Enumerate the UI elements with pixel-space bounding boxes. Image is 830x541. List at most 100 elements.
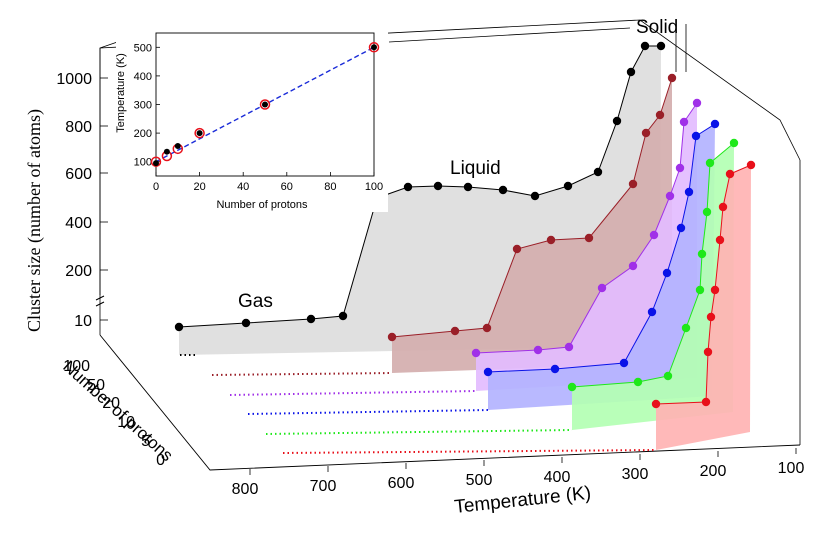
z-tick-label-0: 0	[156, 452, 165, 469]
series-point-50-4	[546, 235, 556, 245]
series-point-10-7	[691, 131, 701, 141]
series-point-100-7	[463, 182, 473, 192]
inset-y-tick-label-200: 200	[134, 128, 152, 140]
series-point-100-0	[174, 322, 184, 332]
series-point-20-3	[597, 283, 607, 293]
series-point-100-6	[433, 181, 443, 191]
series-floor-dotted-20	[229, 390, 477, 396]
inset-x-tick-label-20: 20	[193, 181, 205, 193]
series-floor-dotted-5	[265, 429, 573, 435]
inset-filled-point-2	[174, 142, 181, 149]
series-point-5-8	[729, 138, 739, 148]
series-point-100-2	[306, 314, 316, 324]
series-point-10-0	[483, 367, 493, 377]
series-point-50-8	[655, 110, 665, 120]
series-floor-dotted-50	[211, 372, 393, 376]
series-point-0-1	[701, 397, 711, 407]
series-fill-10	[488, 124, 715, 410]
series-point-100-11	[593, 167, 603, 177]
series-point-20-7	[675, 163, 685, 173]
series-point-0-8	[746, 160, 756, 170]
series-point-20-1	[533, 345, 543, 355]
z-axis-title: Number of protons	[59, 357, 176, 465]
inset-x-tick-label-80: 80	[324, 181, 336, 193]
inset-filled-point-3	[196, 130, 203, 137]
series-point-5-7	[705, 158, 715, 168]
series-point-5-5	[697, 249, 707, 259]
series-point-5-6	[702, 207, 712, 217]
inset-y-tick-label-300: 300	[134, 100, 152, 112]
series-point-10-2	[619, 358, 629, 368]
series-point-0-0	[651, 399, 661, 409]
series-point-50-7	[641, 128, 651, 138]
inset-open-point-4	[259, 99, 271, 110]
inset-x-tick-label-100: 100	[365, 181, 383, 193]
series-line-20	[475, 102, 698, 354]
series-fill-20	[476, 103, 697, 391]
x-tick-label-600: 600	[388, 475, 415, 492]
series-point-50-0	[387, 332, 397, 342]
inset-plot: 0 20 40 60 80 100 100 200 300 400 500	[116, 27, 388, 212]
y-tick-label-200: 200	[65, 263, 92, 280]
series-fill-5	[572, 143, 734, 430]
inset-filled-point-5	[371, 44, 377, 51]
inset-x-tick-label-60: 60	[281, 181, 293, 193]
series-point-20-5	[649, 230, 659, 240]
series-point-100-1	[241, 318, 251, 328]
y-tick-label-600: 600	[65, 166, 92, 183]
series-point-100-14	[640, 41, 650, 51]
inset-y-axis-title: Temperature (K)	[115, 53, 127, 132]
series-point-0-7	[725, 169, 735, 179]
x-tick-label-500: 500	[466, 472, 493, 489]
series-point-20-4	[628, 261, 638, 271]
phase-label-gas: Gas	[238, 291, 273, 312]
x-tick-label-200: 200	[700, 463, 727, 480]
series-point-100-15	[656, 41, 666, 51]
series-point-10-6	[684, 187, 694, 197]
x-tick-label-700: 700	[310, 478, 337, 495]
axis-break-mark	[95, 295, 105, 307]
main-3d-plot	[174, 24, 756, 454]
solid-leader-left	[388, 27, 631, 43]
series-line-50	[391, 77, 673, 338]
inset-y-tick-label-400: 400	[134, 71, 152, 83]
series-floor-dotted-0	[282, 449, 657, 454]
x-tick-label-400: 400	[544, 469, 571, 486]
series-point-10-4	[662, 268, 672, 278]
inset-y-tick-label-100: 100	[134, 157, 152, 169]
inset-x-axis-title: Number of protons	[216, 199, 308, 211]
y-tick-label-800: 800	[65, 119, 92, 136]
series-point-50-6	[628, 179, 638, 189]
inset-filled-point-1	[163, 148, 170, 155]
series-point-5-2	[663, 371, 673, 381]
z-tick-label-50: 50	[87, 377, 105, 394]
series-point-20-9	[692, 98, 702, 108]
phase-label-solid: Solid	[636, 17, 678, 38]
series-point-5-1	[633, 377, 643, 387]
series-point-20-8	[679, 117, 689, 127]
inset-filled-point-0	[153, 160, 159, 167]
y-tick-label-10: 10	[74, 313, 92, 330]
series-point-20-2	[564, 342, 574, 352]
inset-filled-point-4	[262, 101, 268, 108]
y-tick-label-1000: 1000	[56, 71, 92, 88]
x-tick-label-800: 800	[232, 481, 259, 498]
series-point-5-0	[567, 382, 577, 392]
z-tick-label-5: 5	[141, 433, 150, 450]
z-tick-label-10: 10	[117, 414, 135, 431]
series-point-100-3	[338, 311, 348, 321]
series-point-20-6	[665, 191, 675, 201]
series-point-5-4	[695, 285, 705, 295]
series-point-10-1	[550, 364, 560, 374]
y-tick-label-400: 400	[65, 215, 92, 232]
series-point-0-6	[718, 202, 728, 212]
series-line-100	[178, 45, 661, 328]
series-point-0-5	[715, 235, 725, 245]
series-point-10-5	[676, 223, 686, 233]
inset-open-point-0	[150, 156, 162, 167]
series-point-20-0	[471, 348, 481, 358]
series-point-10-3	[647, 307, 657, 317]
series-point-0-2	[703, 347, 713, 357]
series-point-0-4	[710, 285, 720, 295]
